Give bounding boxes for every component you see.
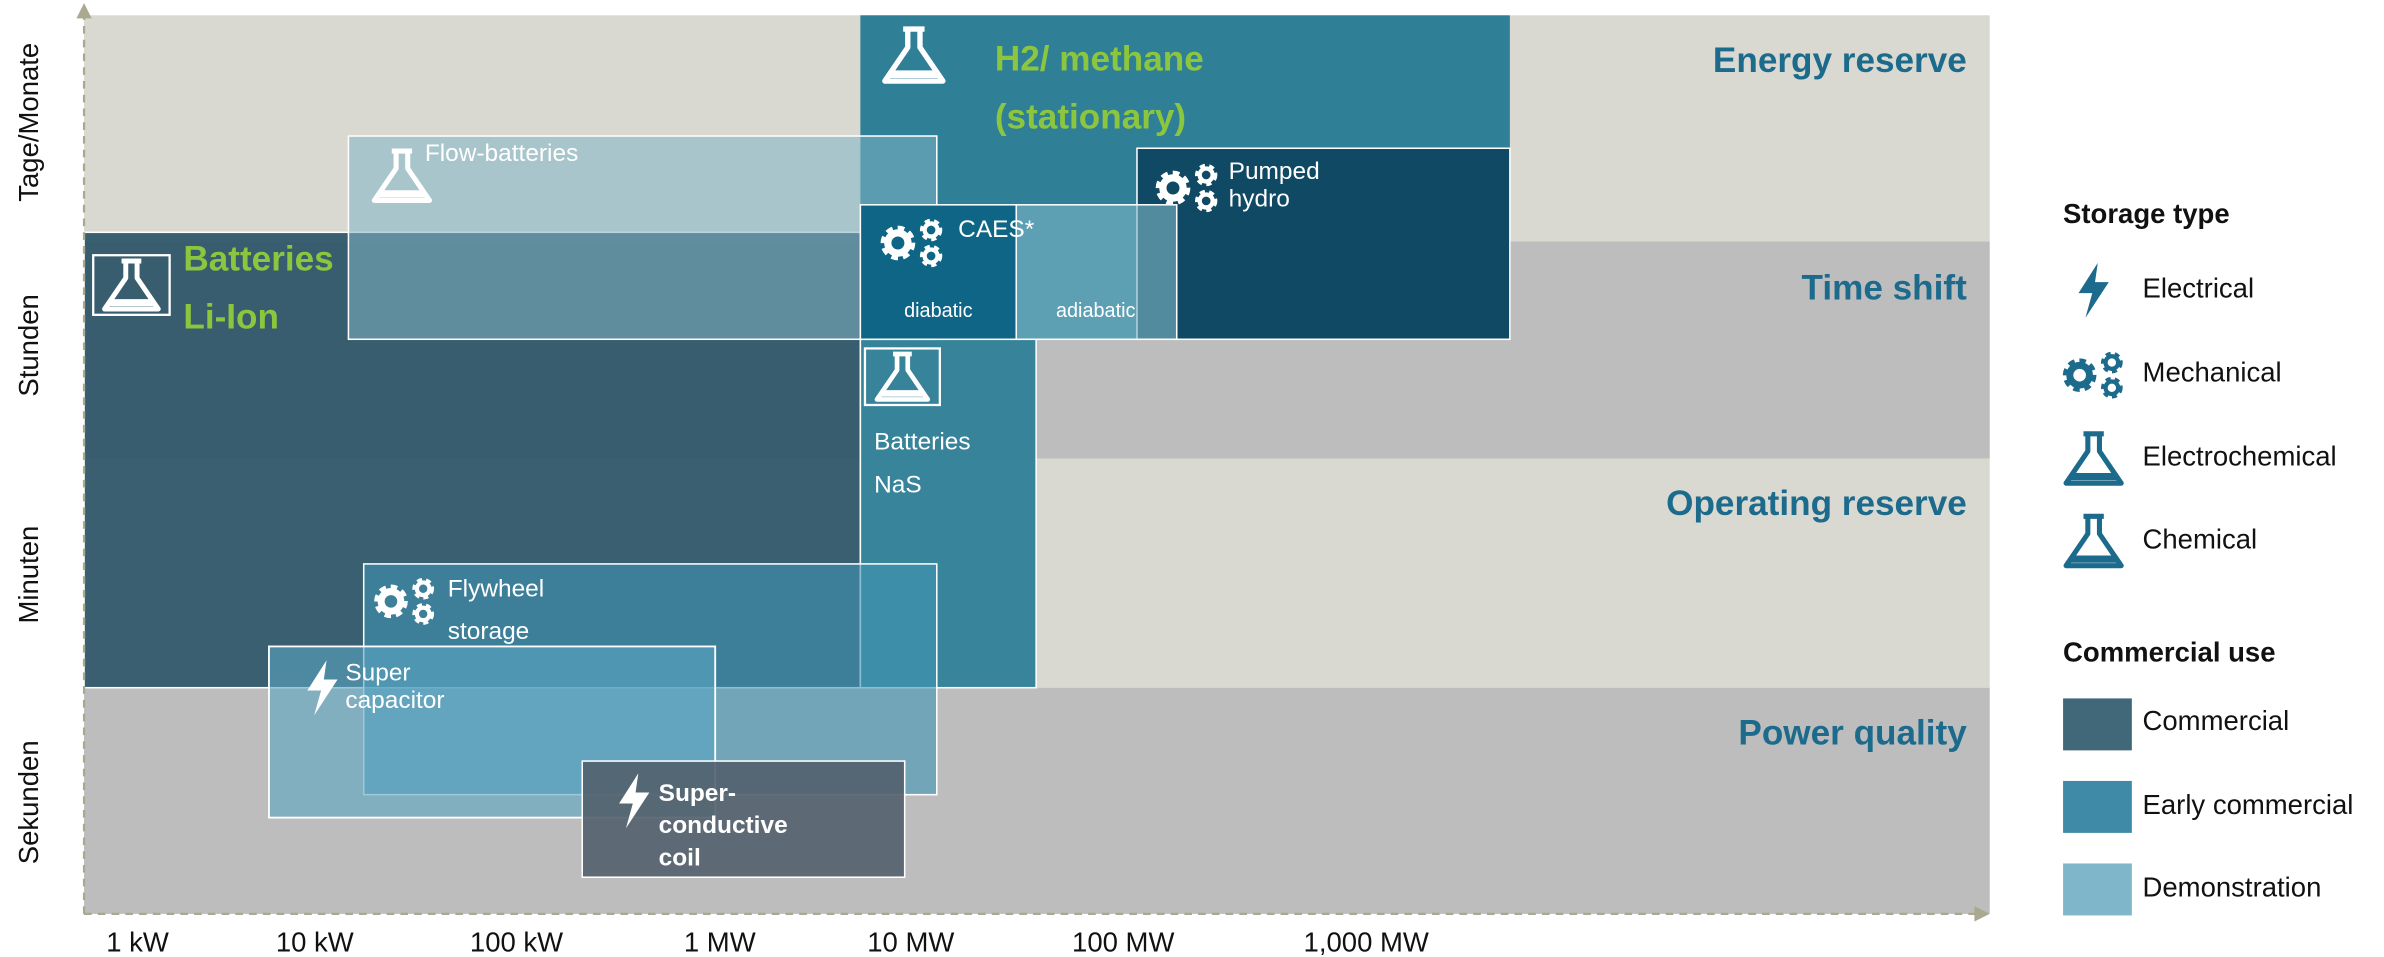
x-label: 100 kW [470,927,563,957]
legend-icon [2067,355,2120,396]
legend-swatch [2063,863,2132,916]
flywheel-label: Flywheel [448,575,544,602]
legend-item: Electrical [2143,273,2255,304]
pumped-label: hydro [1229,186,1290,213]
legend-item: Mechanical [2143,357,2282,388]
y-label: Stunden [13,294,44,396]
legend-icon [2078,262,2109,318]
legend-swatch [2063,780,2132,833]
legend-item: Early commercial [2143,789,2354,820]
band-label: Energy reserve [1713,41,1967,80]
flow-label: Flow-batteries [425,140,578,167]
x-axis-arrow [1974,906,1990,922]
flow-box [347,135,938,341]
h2-label: (stationary) [995,98,1186,137]
icon-frame [92,254,171,316]
x-label: 1 kW [106,927,169,957]
caes-label: CAES* [958,216,1035,243]
nas-label: NaS [874,471,922,498]
li-ion-label: Batteries [183,240,333,279]
legend-item: Electrochemical [2143,441,2337,472]
caes-part-label: diabatic [904,300,973,322]
li-ion-label: Li-Ion [183,298,279,337]
band-label: Operating reserve [1666,484,1967,523]
supercap-label: capacitor [345,687,444,714]
legend-icon [2066,516,2121,565]
legend-title: Storage type [2063,198,2230,229]
pumped-label: Pumped [1229,158,1320,185]
h2-label: H2/ methane [995,39,1204,78]
legend-swatch [2063,698,2132,751]
y-label: Sekunden [13,740,44,864]
y-label: Minuten [13,526,44,624]
caes-part-label: adiabatic [1056,300,1136,322]
x-label: 100 MW [1072,927,1174,957]
icon-frame [863,347,941,407]
x-label: 10 MW [867,927,954,957]
legend-title: Commercial use [2063,636,2275,667]
legend-icon [2066,434,2121,483]
nas-label: Batteries [874,429,970,456]
supercap-label: Super [345,659,410,686]
y-label: Tage/Monate [13,43,44,202]
caes-adiabatic-box [1015,204,1178,341]
smes-label: conductive [659,812,788,839]
smes-label: Super- [659,780,736,807]
legend-item: Demonstration [2143,872,2322,903]
y-axis-arrow [76,3,92,19]
smes-label: coil [659,844,701,871]
flywheel-label: storage [448,618,530,645]
band-label: Time shift [1802,269,1968,308]
pumped-box [1136,147,1511,341]
legend-item: Chemical [2143,523,2258,554]
x-label: 10 kW [276,927,354,957]
band-label: Power quality [1738,713,1967,752]
x-label: 1,000 MW [1304,927,1429,957]
legend-item: Commercial [2143,705,2290,736]
x-label: 1 MW [684,927,756,957]
